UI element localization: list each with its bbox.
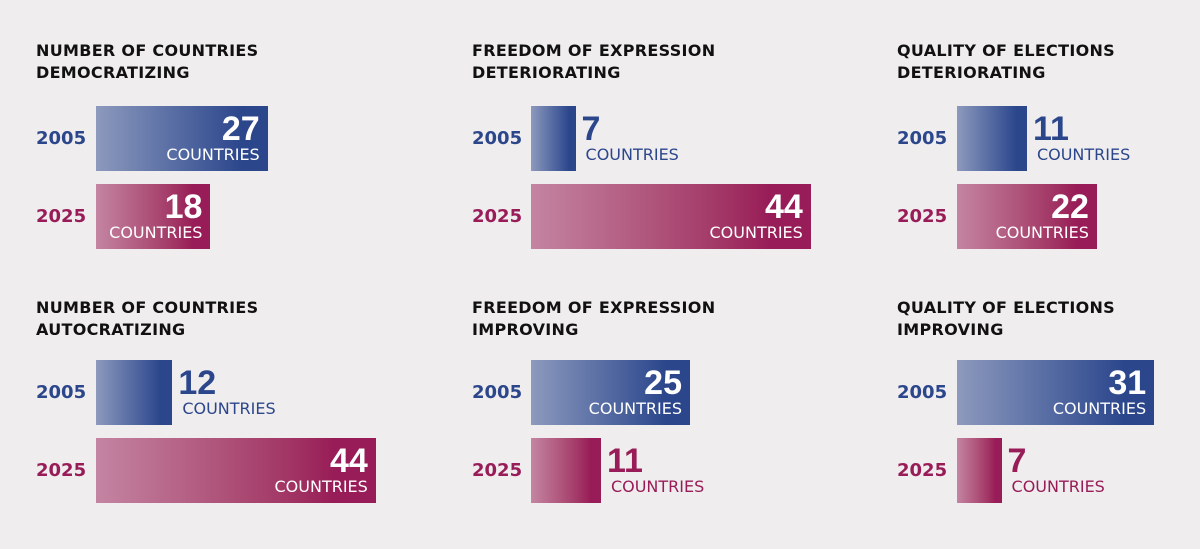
title-line: AUTOCRATIZING bbox=[36, 320, 186, 339]
bar bbox=[957, 360, 1155, 425]
category-label: 2025 bbox=[897, 206, 948, 227]
value-number: 18 bbox=[164, 188, 203, 226]
value-label: 11 COUNTRIES bbox=[1033, 112, 1130, 164]
value-number: 11 bbox=[606, 442, 643, 480]
value-label: 7 COUNTRIES bbox=[582, 112, 679, 164]
value-label: 7 COUNTRIES bbox=[1008, 444, 1105, 496]
value-unit: COUNTRIES bbox=[1052, 399, 1147, 418]
bar bbox=[531, 184, 811, 249]
value-unit: COUNTRIES bbox=[995, 223, 1089, 242]
value-label: 27 COUNTRIES bbox=[96, 110, 260, 164]
value-unit: COUNTRIES bbox=[610, 477, 705, 496]
bar bbox=[957, 106, 1027, 171]
chart-title: NUMBER OF COUNTRIES DEMOCRATIZING bbox=[36, 40, 259, 84]
chart-title: QUALITY OF ELECTIONS IMPROVING bbox=[897, 297, 1115, 341]
bar bbox=[96, 360, 173, 425]
value-number: 44 bbox=[765, 188, 803, 226]
chart-title: FREEDOM OF EXPRESSION DETERIORATING bbox=[472, 40, 715, 84]
value-label: 22 COUNTRIES bbox=[957, 190, 1089, 242]
category-label: 2005 bbox=[36, 382, 87, 403]
value-number: 25 bbox=[644, 364, 682, 402]
title-line: NUMBER OF COUNTRIES bbox=[36, 41, 259, 60]
title-line: DETERIORATING bbox=[897, 63, 1046, 82]
value-number: 12 bbox=[178, 364, 217, 402]
value-number: 7 bbox=[1007, 442, 1027, 480]
value-label: 44 COUNTRIES bbox=[531, 190, 803, 242]
category-label: 2025 bbox=[36, 206, 87, 227]
value-unit: COUNTRIES bbox=[182, 399, 276, 418]
value-unit: COUNTRIES bbox=[1036, 145, 1131, 164]
title-line: IMPROVING bbox=[897, 320, 1004, 339]
category-label: 2005 bbox=[472, 382, 523, 403]
category-label: 2025 bbox=[472, 206, 523, 227]
value-number: 7 bbox=[581, 110, 601, 148]
value-label: 31 COUNTRIES bbox=[957, 366, 1146, 418]
value-label: 12 COUNTRIES bbox=[178, 366, 275, 418]
value-unit: COUNTRIES bbox=[588, 399, 682, 418]
value-unit: COUNTRIES bbox=[166, 145, 260, 164]
bar bbox=[957, 438, 1002, 503]
value-unit: COUNTRIES bbox=[585, 145, 679, 164]
value-number: 11 bbox=[1032, 110, 1069, 148]
value-unit: COUNTRIES bbox=[274, 477, 368, 496]
bar bbox=[96, 438, 376, 503]
title-line: FREEDOM OF EXPRESSION bbox=[472, 41, 716, 60]
bar bbox=[531, 106, 576, 171]
title-line: IMPROVING bbox=[472, 320, 579, 339]
title-line: QUALITY OF ELECTIONS bbox=[897, 298, 1115, 317]
chart-title: NUMBER OF COUNTRIES AUTOCRATIZING bbox=[36, 297, 259, 341]
value-unit: COUNTRIES bbox=[109, 223, 203, 242]
value-number: 27 bbox=[221, 110, 260, 148]
chart-title: FREEDOM OF EXPRESSION IMPROVING bbox=[472, 297, 715, 341]
value-label: 25 COUNTRIES bbox=[531, 366, 682, 418]
bar bbox=[957, 184, 1097, 249]
title-line: FREEDOM OF EXPRESSION bbox=[472, 298, 716, 317]
bar bbox=[531, 438, 601, 503]
bar bbox=[96, 106, 268, 171]
title-line: DETERIORATING bbox=[472, 63, 621, 82]
category-label: 2025 bbox=[36, 460, 87, 481]
title-line: DEMOCRATIZING bbox=[36, 63, 190, 82]
value-label: 44 COUNTRIES bbox=[96, 444, 368, 496]
title-line: NUMBER OF COUNTRIES bbox=[36, 298, 259, 317]
value-unit: COUNTRIES bbox=[1011, 477, 1105, 496]
bar bbox=[96, 184, 211, 249]
bar bbox=[531, 360, 690, 425]
category-label: 2025 bbox=[897, 460, 948, 481]
value-number: 44 bbox=[330, 442, 368, 480]
category-label: 2005 bbox=[472, 128, 523, 149]
category-label: 2005 bbox=[36, 128, 87, 149]
value-label: 11 COUNTRIES bbox=[607, 444, 704, 496]
value-unit: COUNTRIES bbox=[709, 223, 803, 242]
value-number: 31 bbox=[1108, 364, 1147, 402]
title-line: QUALITY OF ELECTIONS bbox=[897, 41, 1115, 60]
chart-title: QUALITY OF ELECTIONS DETERIORATING bbox=[897, 40, 1115, 84]
category-label: 2005 bbox=[897, 382, 948, 403]
category-label: 2025 bbox=[472, 460, 523, 481]
value-label: 18 COUNTRIES bbox=[96, 190, 202, 242]
category-label: 2005 bbox=[897, 128, 948, 149]
value-number: 22 bbox=[1051, 188, 1089, 226]
